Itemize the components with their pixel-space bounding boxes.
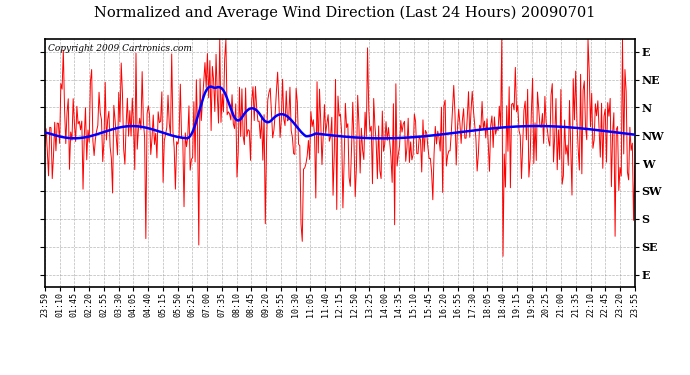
Text: Normalized and Average Wind Direction (Last 24 Hours) 20090701: Normalized and Average Wind Direction (L…: [95, 6, 595, 20]
Text: Copyright 2009 Cartronics.com: Copyright 2009 Cartronics.com: [48, 44, 192, 53]
